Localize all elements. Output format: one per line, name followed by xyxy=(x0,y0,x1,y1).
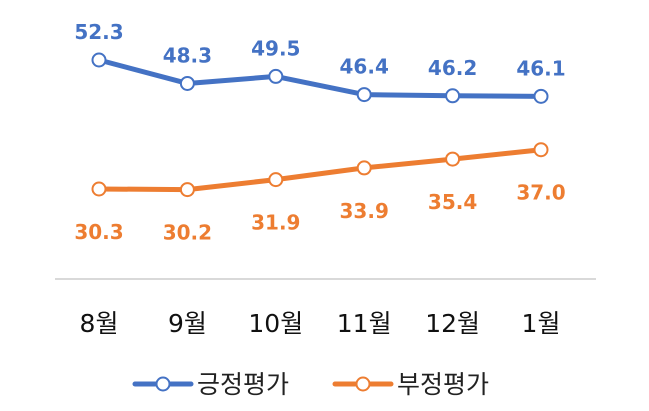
data-label-layer: 52.3 48.3 49.5 46.4 46.2 46.1 30.3 30.2 31.9 33.9… xyxy=(74,20,565,245)
x-tick-label: 10월 xyxy=(248,309,303,338)
series-2-data-label: 30.3 xyxy=(74,220,123,244)
series-1-point xyxy=(179,75,195,91)
series-layer xyxy=(91,52,549,198)
series-2-point xyxy=(445,151,461,167)
x-tick-label: 11월 xyxy=(337,309,392,338)
series-1-data-label: 49.5 xyxy=(251,36,300,60)
series-1-point xyxy=(445,88,461,104)
series-2-point xyxy=(91,181,107,197)
series-2-data-label: 30.2 xyxy=(163,221,212,245)
series-line-2 xyxy=(96,147,544,193)
legend: 긍정평가 부정평가 xyxy=(132,370,489,399)
series-1-data-label: 46.4 xyxy=(340,55,389,79)
series-1-data-label: 52.3 xyxy=(74,20,123,44)
legend-label: 부정평가 xyxy=(397,370,489,399)
series-2-point xyxy=(533,142,549,158)
series-1-data-label: 48.3 xyxy=(163,43,212,67)
legend-swatch-marker xyxy=(355,376,371,392)
series-2-data-label: 33.9 xyxy=(340,199,389,223)
series-line-1 xyxy=(96,57,544,99)
series-2-data-label: 35.4 xyxy=(428,190,477,214)
series-1-data-label: 46.2 xyxy=(428,56,477,80)
series-1-point xyxy=(268,68,284,84)
series-2-point xyxy=(356,160,372,176)
series-2-point xyxy=(179,182,195,198)
x-tick-label: 12월 xyxy=(425,309,480,338)
x-tick-label: 1월 xyxy=(522,309,561,338)
series-2-data-label: 31.9 xyxy=(251,211,300,235)
legend-label: 긍정평가 xyxy=(197,370,289,399)
series-1-point xyxy=(91,52,107,68)
x-tick-layer: 8월 9월 10월 11월 12월 1월 xyxy=(80,309,561,338)
x-tick-label: 8월 xyxy=(80,309,119,338)
series-1-point xyxy=(356,87,372,103)
series-1-data-label: 46.1 xyxy=(516,56,565,80)
series-2-data-label: 37.0 xyxy=(516,181,565,205)
x-tick-label: 9월 xyxy=(168,309,207,338)
series-1-point xyxy=(533,88,549,104)
series-2-point xyxy=(268,172,284,188)
legend-swatch-marker xyxy=(155,376,171,392)
